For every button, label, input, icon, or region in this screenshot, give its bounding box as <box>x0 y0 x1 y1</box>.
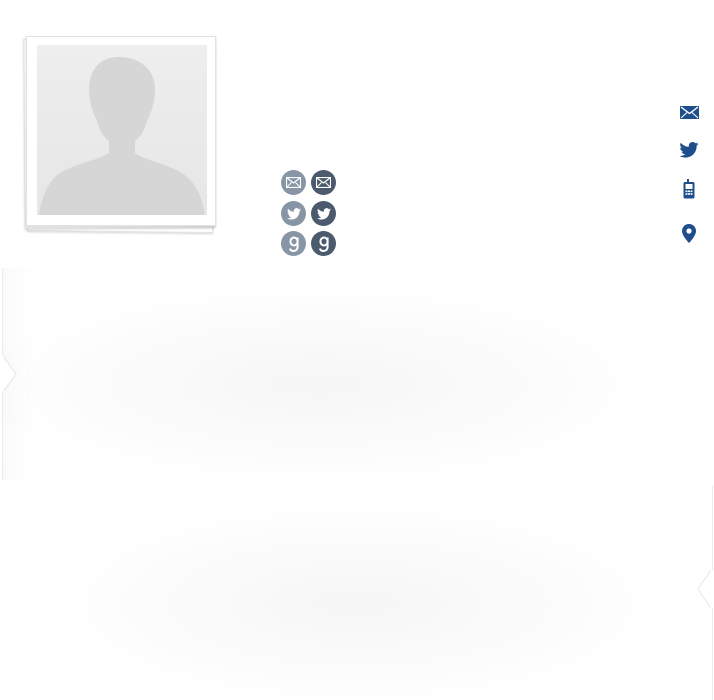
twitter-bird-icon <box>316 207 331 220</box>
goodreads-link-dark[interactable] <box>311 231 336 256</box>
contact-location[interactable] <box>674 224 704 243</box>
contact-email[interactable] <box>674 106 704 119</box>
goodreads-g-icon <box>288 236 299 252</box>
envelope-icon <box>286 177 301 188</box>
content-panel-top <box>2 268 703 480</box>
profile-photo-frame <box>26 36 216 226</box>
panel-pointer-left <box>0 356 17 392</box>
goodreads-g-icon <box>318 236 329 252</box>
profile-photo-stack <box>22 34 222 239</box>
twitter-bird-icon <box>679 142 699 158</box>
social-links <box>281 170 341 260</box>
email-link-light[interactable] <box>281 170 306 195</box>
email-link-dark[interactable] <box>311 170 336 195</box>
twitter-bird-icon <box>286 207 301 220</box>
contact-phone[interactable] <box>674 179 704 199</box>
envelope-icon <box>316 177 331 188</box>
contact-twitter[interactable] <box>674 142 704 158</box>
twitter-link-light[interactable] <box>281 201 306 226</box>
envelope-icon <box>679 106 699 119</box>
panel-pointer-right <box>697 570 714 608</box>
avatar <box>37 45 207 215</box>
goodreads-link-light[interactable] <box>281 231 306 256</box>
map-pin-icon <box>682 224 696 243</box>
person-silhouette-icon <box>39 57 205 215</box>
contact-icons <box>674 100 704 250</box>
twitter-link-dark[interactable] <box>311 201 336 226</box>
mobile-phone-icon <box>683 179 695 199</box>
content-panel-bottom <box>2 486 713 700</box>
